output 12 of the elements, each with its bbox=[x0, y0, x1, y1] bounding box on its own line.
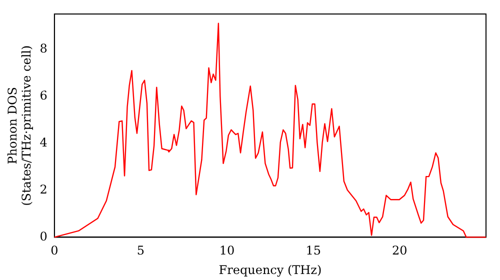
x-tick-label: 0 bbox=[50, 244, 58, 258]
y-tick-label: 8 bbox=[40, 41, 48, 56]
x-tick-label: 10 bbox=[219, 244, 235, 258]
y-axis-title: Phonon DOS (States/THz·primitive cell) bbox=[5, 45, 34, 206]
x-tick-label: 20 bbox=[392, 244, 408, 258]
y-tick-label: 4 bbox=[40, 135, 48, 150]
x-tick-label: 15 bbox=[306, 244, 322, 258]
x-tick-label: 5 bbox=[136, 244, 145, 258]
x-axis-title: Frequency (THz) bbox=[218, 262, 322, 277]
y-tick-label: 0 bbox=[40, 229, 48, 244]
y-tick-label: 6 bbox=[40, 88, 48, 102]
y-tick-label: 2 bbox=[40, 182, 48, 196]
